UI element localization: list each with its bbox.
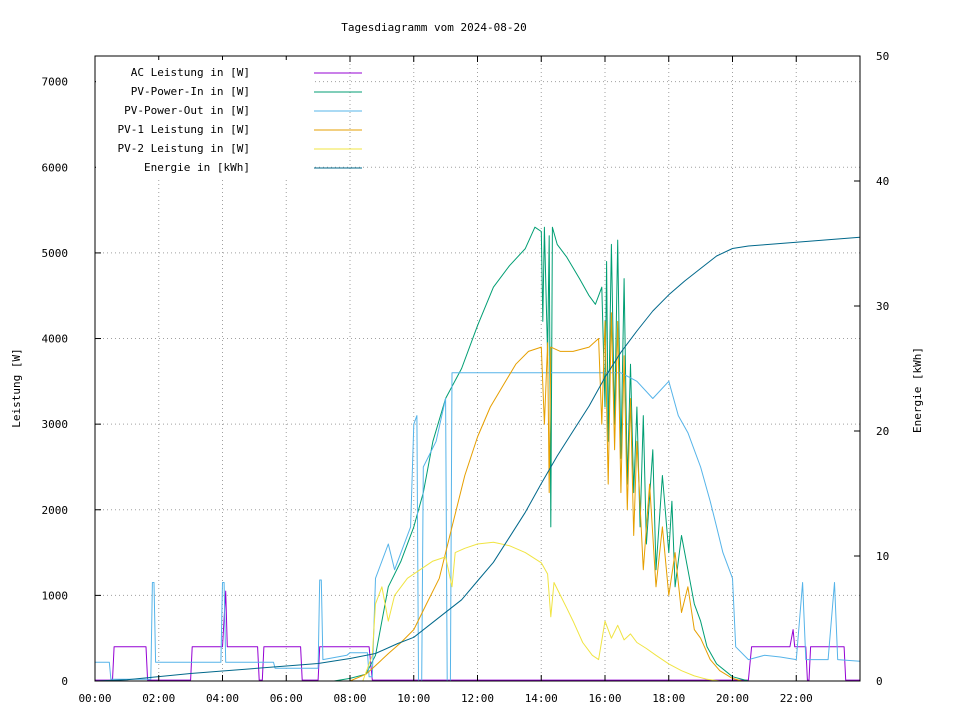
y-tick-label: 5000: [42, 247, 69, 260]
legend-label: PV-Power-Out in [W]: [124, 104, 250, 117]
y-tick-label: 3000: [42, 418, 69, 431]
x-tick-label: 04:00: [206, 692, 239, 705]
y2-tick-label: 10: [876, 550, 889, 563]
x-tick-label: 10:00: [397, 692, 430, 705]
x-tick-label: 22:00: [780, 692, 813, 705]
y-tick-label: 6000: [42, 161, 69, 174]
legend-label: PV-1 Leistung in [W]: [118, 123, 250, 136]
plot-frame: [94, 55, 861, 682]
y2-axis-label: Energie [kWh]: [911, 347, 924, 433]
y-tick-label: 2000: [42, 504, 69, 517]
y2-tick-label: 0: [876, 675, 883, 688]
tick-layer: 00:00 02:00 04:00 06:00 08:00 10:00 12:00 14:00…: [42, 50, 890, 705]
y2-tick-label: 20: [876, 425, 889, 438]
legend-label: AC Leistung in [W]: [131, 66, 250, 79]
x-tick-label: 20:00: [716, 692, 749, 705]
y-axis-label: Leistung [W]: [10, 348, 23, 427]
legend-label: PV-Power-In in [W]: [131, 85, 250, 98]
x-tick-label: 12:00: [461, 692, 494, 705]
y-tick-label: 4000: [42, 333, 69, 346]
legend-label: PV-2 Leistung in [W]: [118, 142, 250, 155]
y-tick-label: 1000: [42, 589, 69, 602]
x-tick-label: 18:00: [652, 692, 685, 705]
y2-tick-label: 40: [876, 175, 889, 188]
legend: AC Leistung in [W] PV-Power-In in [W] PV-P…: [96, 60, 362, 178]
series-line-1: [95, 590, 860, 681]
x-tick-label: 16:00: [588, 692, 621, 705]
series-line-5: [95, 541, 860, 682]
x-tick-label: 02:00: [142, 692, 175, 705]
y2-tick-label: 30: [876, 300, 889, 313]
series-layer: [94, 226, 861, 682]
x-tick-label: 08:00: [333, 692, 366, 705]
x-tick-label: 00:00: [78, 692, 111, 705]
x-tick-label: 14:00: [525, 692, 558, 705]
x-tick-label: 06:00: [270, 692, 303, 705]
series-line-3: [95, 372, 861, 682]
y-tick-label: 0: [61, 675, 68, 688]
series-line-2: [95, 226, 860, 682]
series-line-4: [95, 312, 860, 682]
y2-tick-label: 50: [876, 50, 889, 63]
chart-title: Tagesdiagramm vom 2024-08-20: [341, 21, 526, 34]
legend-label: Energie in [kWh]: [144, 161, 250, 174]
series-line-6: [94, 236, 861, 682]
legend-background: [96, 60, 314, 178]
y-tick-label: 7000: [42, 76, 69, 89]
